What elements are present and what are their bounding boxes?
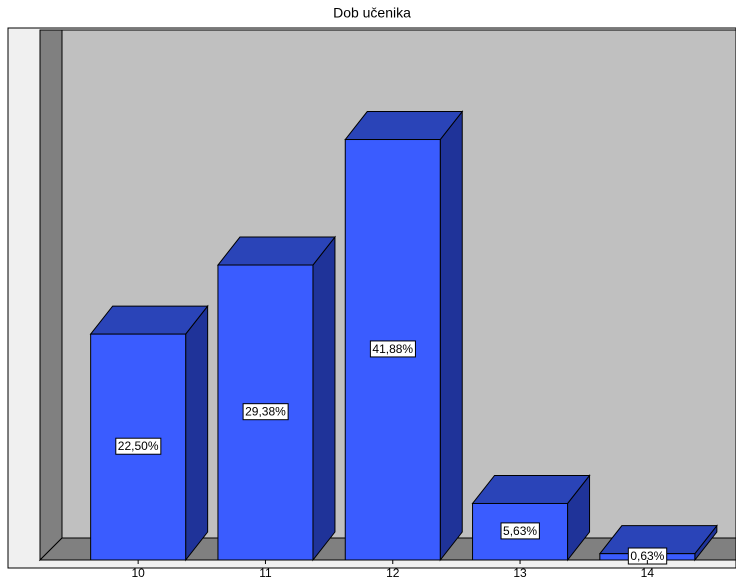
value-label-box [369,340,416,358]
x-tick-label: 12 [386,566,400,580]
value-label-box [500,522,540,540]
value-label-box [627,547,668,565]
value-label: 0,63% [630,549,664,563]
side-wall [39,29,63,562]
value-label: 41,88% [372,342,413,356]
x-tick-label: 10 [131,566,145,580]
value-label-box [115,437,162,455]
value-label: 29,38% [245,405,286,419]
x-tick-label: 11 [259,566,272,580]
chart-title: Dob učenika [333,5,411,21]
bar-side [439,110,463,562]
value-label: 22,50% [118,439,159,453]
x-tick-label: 14 [641,566,655,580]
x-tick-label: 13 [513,566,527,580]
value-label-box [242,403,289,421]
bar-side [185,304,209,562]
value-label: 5,63% [503,524,537,538]
bar-side [312,235,336,562]
